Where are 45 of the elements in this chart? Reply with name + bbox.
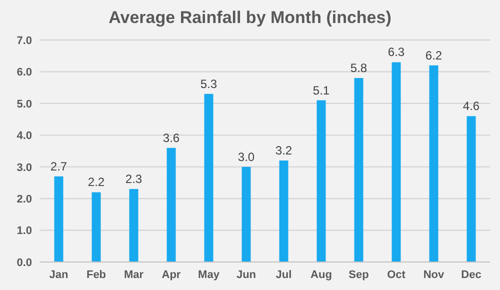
data-label: 3.2	[275, 144, 292, 158]
data-label: 5.8	[350, 61, 368, 76]
data-label: 5.3	[200, 76, 218, 91]
x-tick-label: Aug	[310, 268, 332, 281]
x-tick-label: Feb	[86, 268, 106, 281]
x-tick-label: Jan	[49, 268, 68, 281]
data-label: 6.3	[388, 45, 405, 60]
y-tick-label: 1.0	[16, 225, 32, 238]
x-tick-label: Nov	[423, 268, 446, 281]
y-tick-label: 7.0	[16, 34, 32, 47]
data-label: 2.2	[88, 175, 105, 190]
data-label: 3.0	[238, 150, 255, 164]
chart-title: Average Rainfall by Month (inches)	[108, 8, 392, 28]
bar	[354, 78, 364, 262]
y-tick-label: 0.0	[16, 256, 32, 269]
x-tick-label: Mar	[124, 268, 144, 281]
y-tick-label: 3.0	[16, 162, 32, 174]
data-label: 2.7	[50, 159, 68, 174]
data-label: 4.6	[462, 99, 480, 114]
bar	[429, 65, 438, 262]
data-label: 2.3	[125, 172, 142, 186]
bar	[92, 192, 101, 262]
data-label: 5.1	[312, 83, 330, 98]
x-tick-label: Apr	[162, 268, 182, 281]
bar	[242, 166, 251, 262]
bar	[204, 94, 214, 262]
x-tick-label: Dec	[461, 268, 482, 281]
data-label: 6.2	[425, 48, 442, 62]
data-label: 3.6	[162, 130, 180, 145]
bar	[129, 189, 138, 262]
x-tick-label: May	[198, 268, 220, 281]
y-tick-label: 2.0	[16, 193, 32, 206]
bar	[392, 62, 401, 262]
y-tick-label: 4.0	[16, 130, 32, 142]
bar	[316, 100, 326, 262]
x-tick-label: Oct	[387, 268, 406, 281]
x-tick-label: Jun	[236, 268, 256, 281]
y-tick-label: 6.0	[16, 66, 32, 79]
x-tick-label: Sep	[348, 268, 370, 281]
bar	[466, 116, 476, 262]
x-tick-label: Jul	[276, 268, 292, 281]
y-tick-label: 5.0	[16, 98, 32, 110]
bar	[166, 148, 176, 262]
bar	[54, 176, 64, 262]
bar	[279, 160, 288, 262]
